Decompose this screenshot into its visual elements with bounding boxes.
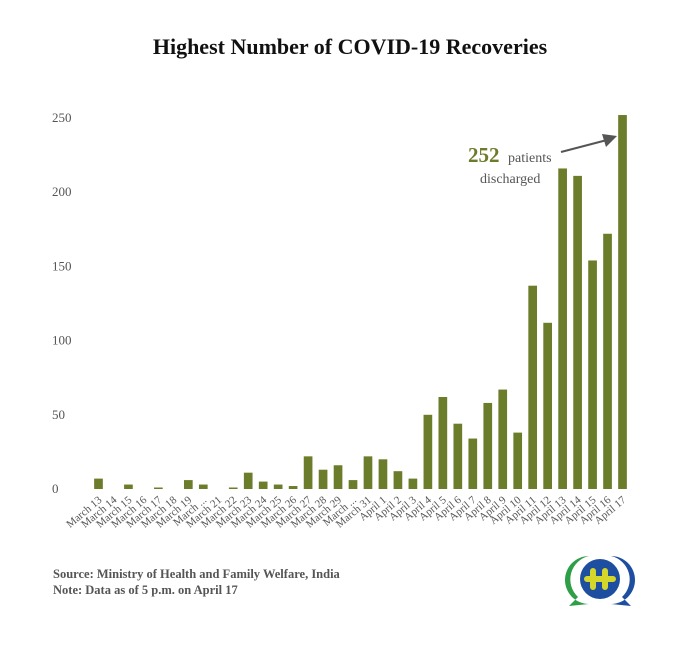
bar <box>603 233 612 489</box>
data-note: Note: Data as of 5 p.m. on April 17 <box>53 583 238 597</box>
bar <box>288 486 298 489</box>
bar <box>273 484 283 489</box>
bar <box>333 465 343 489</box>
bar <box>558 168 567 489</box>
bar <box>154 487 163 489</box>
source-note: Source: Ministry of Health and Family We… <box>53 567 340 581</box>
y-tick-label: 250 <box>52 110 72 125</box>
chart-title: Highest Number of COVID-19 Recoveries <box>152 34 548 59</box>
annotation-number: 252 <box>468 143 500 167</box>
bar <box>573 175 582 489</box>
y-tick-label: 0 <box>52 481 59 496</box>
bar <box>543 322 552 489</box>
bar <box>318 469 328 489</box>
bar <box>498 389 508 489</box>
bar <box>94 478 103 489</box>
bars <box>94 115 627 490</box>
peak-annotation: 252 patients discharged <box>468 134 617 187</box>
chart-footer: Source: Ministry of Health and Family We… <box>53 566 340 598</box>
bar <box>423 414 433 489</box>
annotation-line2: discharged <box>480 172 540 187</box>
bar <box>618 115 627 490</box>
y-tick-label: 150 <box>52 258 72 273</box>
annotation-line1: patients <box>508 151 552 166</box>
bar <box>453 423 463 489</box>
y-axis: 0 50 100 150 200 250 <box>52 110 72 496</box>
bar <box>258 481 268 489</box>
bar <box>393 471 403 489</box>
bar <box>183 480 193 489</box>
bar <box>408 478 418 489</box>
bar <box>303 456 313 489</box>
bar <box>513 432 523 489</box>
bar <box>348 480 358 489</box>
y-tick-label: 200 <box>52 184 72 199</box>
bar <box>438 396 448 489</box>
plus-chat-bubble-logo-icon <box>565 556 635 606</box>
bar <box>124 484 133 489</box>
bar <box>198 484 208 489</box>
annotation-arrow-line <box>560 139 608 153</box>
bar <box>528 285 538 489</box>
bar <box>363 456 373 489</box>
bar <box>468 438 478 489</box>
bar <box>243 472 253 489</box>
bar <box>378 459 388 489</box>
annotation-arrow-head <box>602 134 617 147</box>
bar <box>483 402 493 489</box>
bar <box>588 260 597 489</box>
y-tick-label: 50 <box>52 407 65 422</box>
y-tick-label: 100 <box>52 333 72 348</box>
bar <box>228 487 238 489</box>
